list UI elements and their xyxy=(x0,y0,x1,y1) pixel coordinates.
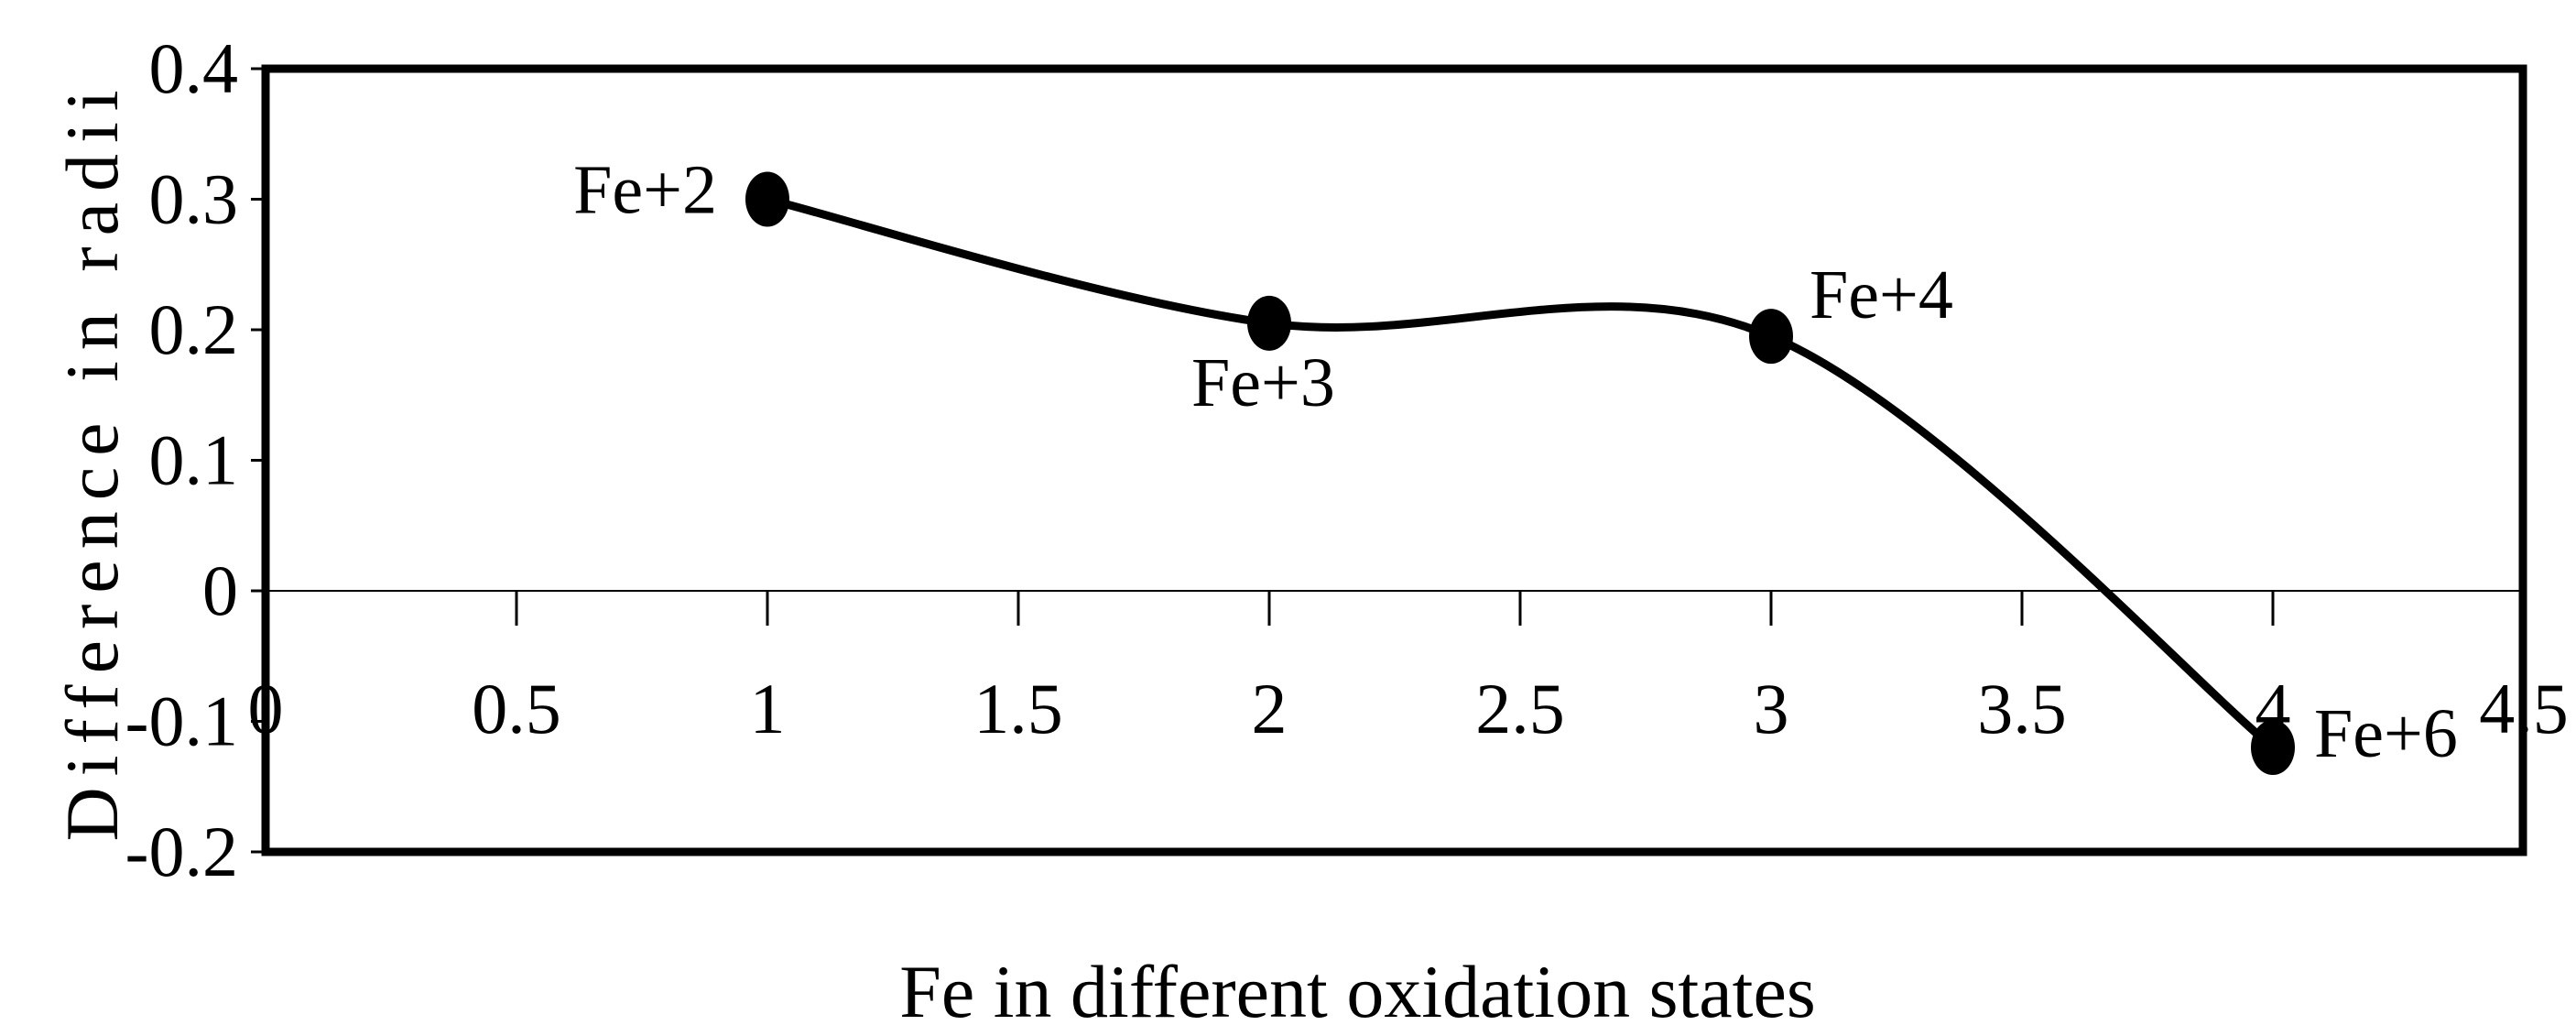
data-point-labels: Fe+2 Fe+3 Fe+4 Fe+6 xyxy=(573,152,2458,773)
x-tick-label: 0 xyxy=(248,669,284,748)
data-point-label: Fe+3 xyxy=(1191,344,1335,421)
x-axis-tick-labels: 0 0.5 1 1.5 2 2.5 3 3.5 4 4.5 xyxy=(248,669,2569,748)
series-line xyxy=(763,195,2277,752)
y-tick-label: -0.1 xyxy=(125,682,238,761)
y-axis-title: Difference in radii xyxy=(50,79,134,841)
data-point-marker xyxy=(745,171,789,227)
data-point-marker xyxy=(1749,309,1793,365)
y-tick-label: 0.3 xyxy=(149,159,239,239)
y-tick-label: 0 xyxy=(202,551,238,630)
x-tick-label: 3 xyxy=(1754,669,1789,748)
x-tick-label: 4.5 xyxy=(2479,669,2569,748)
data-point-label: Fe+2 xyxy=(573,152,717,229)
x-tick-label: 2 xyxy=(1252,669,1288,748)
y-tick-label: 0.4 xyxy=(149,28,239,108)
plot-area-frame xyxy=(261,64,2527,856)
x-axis-title: Fe in different oxidation states xyxy=(899,950,1816,1033)
x-tick-label: 1.5 xyxy=(973,669,1063,748)
data-point-marker xyxy=(2251,720,2295,775)
y-axis-tick-labels: 0.4 0.3 0.2 0.1 0 -0.1 -0.2 xyxy=(125,28,238,891)
y-tick-label: -0.2 xyxy=(125,812,238,891)
data-point-label: Fe+6 xyxy=(2314,695,2458,772)
x-tick-label: 2.5 xyxy=(1475,669,1565,748)
x-tick-label: 0.5 xyxy=(472,669,561,748)
data-point-marker xyxy=(1247,295,1291,351)
y-tick-label: 0.2 xyxy=(149,289,239,369)
data-markers xyxy=(745,171,2295,775)
x-axis-tick-marks xyxy=(515,591,2275,626)
x-tick-label: 3.5 xyxy=(1977,669,2067,748)
y-tick-label: 0.1 xyxy=(149,420,239,500)
data-point-label: Fe+4 xyxy=(1810,256,1953,333)
x-tick-label: 1 xyxy=(750,669,786,748)
x-tick-label: 4 xyxy=(2255,669,2291,748)
